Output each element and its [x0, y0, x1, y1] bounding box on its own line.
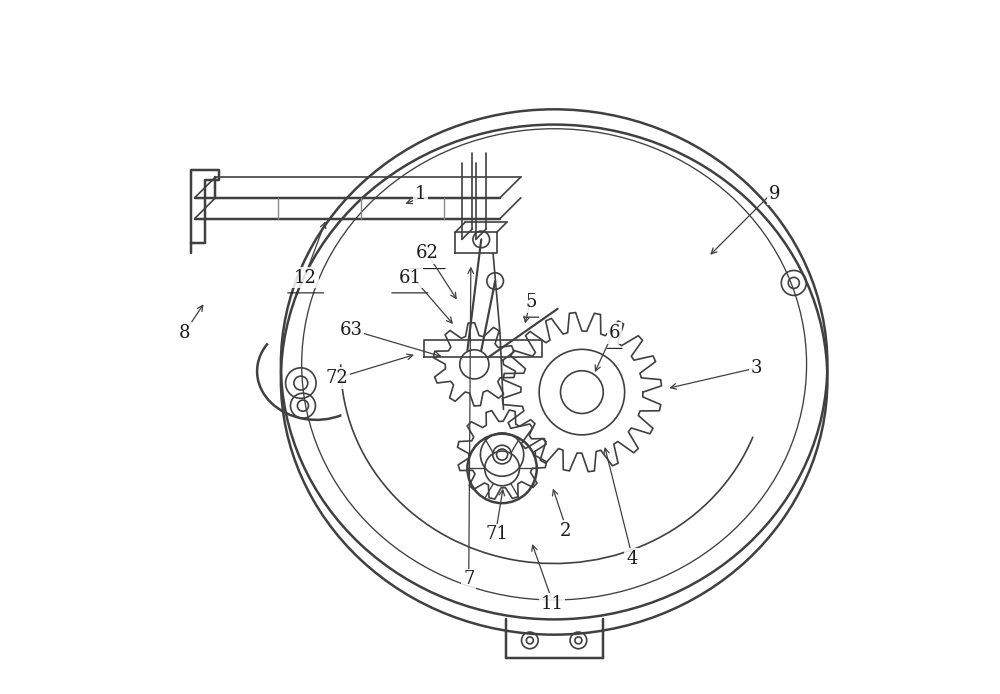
Text: 12: 12	[294, 269, 317, 287]
Text: 4: 4	[626, 550, 638, 568]
Text: 62: 62	[416, 244, 439, 262]
Text: 5: 5	[526, 293, 537, 311]
Text: 2: 2	[560, 522, 572, 540]
Text: 72: 72	[326, 369, 348, 387]
Text: 61: 61	[398, 269, 421, 287]
Text: 11: 11	[541, 595, 564, 613]
Text: 3: 3	[751, 359, 763, 377]
Text: 63: 63	[339, 321, 362, 339]
Text: 6: 6	[609, 324, 620, 342]
Text: 8: 8	[178, 324, 190, 342]
Text: 1: 1	[414, 185, 426, 203]
Text: 71: 71	[485, 525, 508, 543]
Text: 9: 9	[768, 185, 780, 203]
Text: 7: 7	[463, 570, 474, 589]
